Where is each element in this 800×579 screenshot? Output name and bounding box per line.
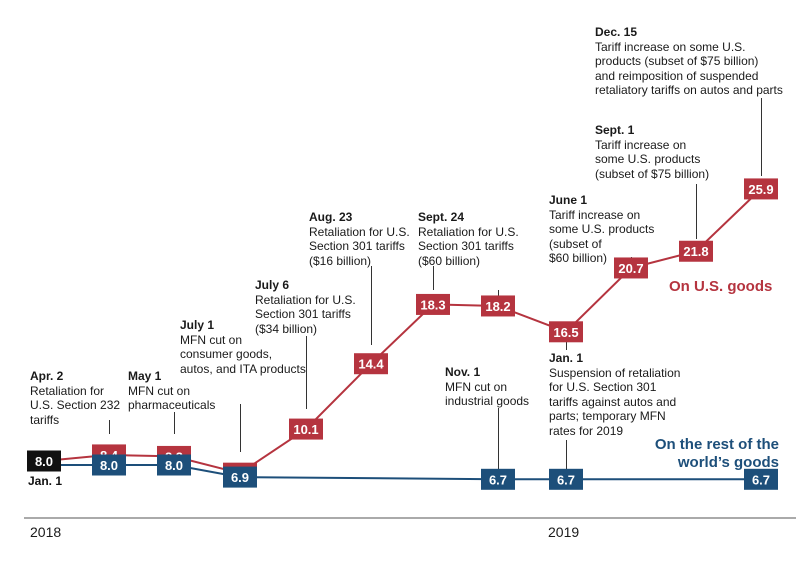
data-label-rest: 8.0	[100, 458, 118, 473]
annotation-date: Sept. 1	[595, 123, 635, 137]
annotation-date: Aug. 23	[309, 210, 353, 224]
annotation-date: Nov. 1	[445, 365, 481, 379]
annotation-date: Dec. 15	[595, 25, 638, 39]
data-marker-us	[549, 321, 583, 343]
annotation-dec15: Dec. 15 Tariff increase on some U.S. pro…	[595, 25, 783, 98]
series-label-us: On U.S. goods	[669, 278, 773, 295]
annotation-may1: May 1 MFN cut on pharmaceuticals	[128, 369, 215, 413]
data-marker-rest	[549, 468, 583, 490]
annotation-jul1: July 1 MFN cut on consumer goods, autos,…	[180, 318, 306, 376]
annotation-text: Retaliation for U.S. Section 301 tariffs…	[255, 292, 356, 336]
data-marker-us	[481, 295, 515, 317]
data-label-rest: 6.9	[231, 470, 249, 485]
series-label-rest-line2: world’s goods	[677, 454, 779, 471]
data-marker-rest	[744, 468, 778, 490]
annotation-text: Tariff increase on some U.S. products (s…	[595, 39, 783, 98]
annotation-date: July 6	[255, 278, 290, 292]
annotation-text: MFN cut on consumer goods, autos, and IT…	[180, 332, 306, 376]
series-label-rest: On the rest of the world’s goods	[617, 436, 779, 472]
data-marker-rest	[481, 468, 515, 490]
data-marker-us	[744, 178, 778, 200]
annotation-date: Sept. 24	[418, 210, 465, 224]
annotation-jun1: June 1 Tariff increase on some U.S. prod…	[549, 193, 654, 266]
annotation-nov1: Nov. 1 MFN cut on industrial goods	[445, 365, 529, 409]
data-label-us: 18.3	[420, 297, 445, 312]
data-marker-rest	[223, 466, 257, 488]
data-label-us: 25.9	[748, 182, 773, 197]
data-marker-us	[679, 240, 713, 262]
annotation-text: Retaliation for U.S. Section 301 tariffs…	[309, 224, 410, 268]
annotation-jan1-2019: Jan. 1 Suspension of retaliation for U.S…	[549, 351, 680, 438]
data-marker-rest	[157, 454, 191, 476]
data-marker-us	[416, 293, 450, 315]
data-label-us: 16.5	[553, 325, 578, 340]
annotation-apr2: Apr. 2 Retaliation for U.S. Section 232 …	[30, 369, 120, 427]
annotation-date: July 1	[180, 318, 215, 332]
data-marker-us	[289, 418, 323, 440]
data-label-rest: 8.0	[165, 458, 183, 473]
data-label-rest: 6.7	[557, 472, 575, 487]
start-marker	[27, 450, 61, 472]
annotation-jul6: July 6 Retaliation for U.S. Section 301 …	[255, 278, 356, 336]
annotation-text: MFN cut on industrial goods	[445, 379, 530, 409]
start-marker-label: 8.0	[35, 454, 53, 469]
annotation-text: Suspension of retaliation for U.S. Secti…	[549, 365, 681, 438]
annotation-text: Tariff increase on some U.S. products (s…	[549, 207, 655, 266]
data-label-us: 18.2	[485, 299, 510, 314]
start-date-label: Jan. 1	[28, 474, 63, 488]
data-label-us: 10.1	[293, 422, 318, 437]
annotation-text: Retaliation for U.S. Section 301 tariffs…	[418, 224, 519, 268]
annotation-sep1: Sept. 1 Tariff increase on some U.S. pro…	[595, 123, 709, 181]
annotation-aug23: Aug. 23 Retaliation for U.S. Section 301…	[309, 210, 410, 268]
annotation-date: Jan. 1	[549, 351, 584, 365]
data-marker-rest	[92, 454, 126, 476]
data-label-us: 21.8	[683, 244, 708, 259]
annotation-date: Apr. 2	[30, 369, 64, 383]
data-label-rest: 6.7	[489, 472, 507, 487]
annotation-text: Retaliation for U.S. Section 232 tariffs	[30, 383, 121, 427]
annotation-text: MFN cut on pharmaceuticals	[128, 383, 216, 413]
data-marker-us	[614, 257, 648, 279]
annotation-sep24: Sept. 24 Retaliation for U.S. Section 30…	[418, 210, 519, 268]
data-label-us: 20.7	[618, 261, 643, 276]
data-label-rest: 6.7	[752, 472, 770, 487]
x-axis-year-2018: 2018	[30, 524, 62, 540]
data-marker-us	[354, 353, 388, 375]
annotation-date: June 1	[549, 193, 588, 207]
x-axis-year-2019: 2019	[548, 524, 580, 540]
annotation-date: May 1	[128, 369, 162, 383]
series-label-rest-line1: On the rest of the	[654, 436, 779, 453]
data-label-us: 14.4	[358, 357, 384, 372]
annotation-text: Tariff increase on some U.S. products (s…	[595, 137, 710, 181]
